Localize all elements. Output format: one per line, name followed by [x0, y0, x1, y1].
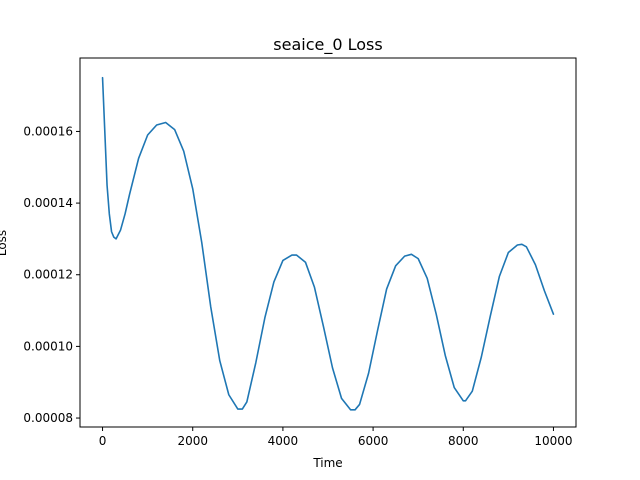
- y-tick-label: 0.00008: [23, 411, 73, 425]
- x-tick-label: 6000: [358, 434, 389, 448]
- y-axis-ticks: 0.00008 0.00010 0.00012 0.00014 0.00016: [23, 124, 80, 425]
- x-tick-label: 4000: [268, 434, 299, 448]
- y-tick-label: 0.00014: [23, 196, 73, 210]
- series-line-0: [101, 76, 555, 411]
- x-axis-ticks: 0 2000 4000 6000 8000 10000: [99, 427, 573, 448]
- y-tick-label: 0.00016: [23, 124, 73, 138]
- x-tick-label: 8000: [448, 434, 479, 448]
- x-tick-label: 0: [99, 434, 107, 448]
- x-axis-label: Time: [312, 456, 342, 470]
- plot-frame: [79, 57, 577, 428]
- x-tick-label: 2000: [177, 434, 208, 448]
- plot-area: [101, 76, 555, 411]
- y-axis-label: Loss: [0, 230, 9, 256]
- x-tick-label: 10000: [534, 434, 572, 448]
- y-tick-label: 0.00012: [23, 268, 73, 282]
- chart-title: seaice_0 Loss: [273, 35, 382, 55]
- y-tick-label: 0.00010: [23, 339, 73, 353]
